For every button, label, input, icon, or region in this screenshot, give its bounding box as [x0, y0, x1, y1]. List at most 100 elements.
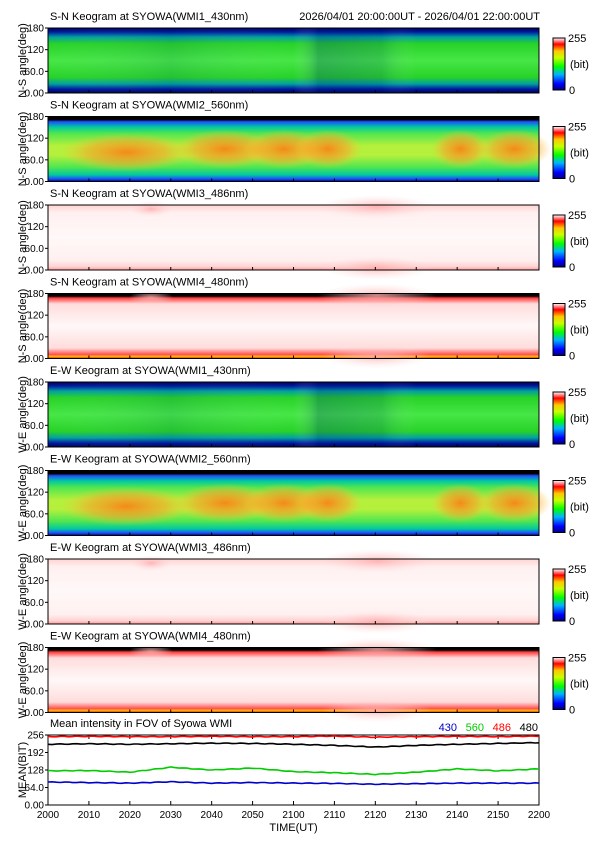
- chart-x-tick-label: 2130: [405, 810, 428, 821]
- keogram-image: [48, 647, 539, 713]
- edge-enhancement: [129, 555, 174, 571]
- keogram-image: [48, 559, 539, 624]
- chart-x-tick-label: 2050: [241, 810, 264, 821]
- y-axis-label: N-S angle(deg): [17, 200, 29, 275]
- y-tick-label: 0.00: [25, 531, 45, 542]
- colorbar-min-label: 0: [569, 528, 575, 540]
- colorbar-max-label: 255: [568, 564, 586, 576]
- edge-enhancement: [316, 195, 437, 219]
- colorbar-unit-label: (bit): [570, 679, 589, 691]
- keogram-title: E-W Keogram at SYOWA(WMI4_480nm): [50, 631, 251, 643]
- colorbar-min-label: 0: [569, 616, 575, 628]
- chart-x-tick-label: 2200: [528, 810, 551, 821]
- series-line-430: [47, 780, 540, 786]
- chart-y-tick-label: 0.00: [25, 801, 45, 812]
- keogram-title: S-N Keogram at SYOWA(WMI1_430nm): [50, 11, 248, 23]
- y-tick-label: 120: [27, 311, 44, 322]
- y-tick-label: 120: [27, 45, 44, 56]
- y-tick-label: 60.0: [25, 332, 45, 343]
- colorbar-min-label: 0: [569, 705, 575, 717]
- y-tick-label: 180: [27, 201, 44, 212]
- y-axis-label: W-E angle(deg): [17, 465, 29, 542]
- keogram-panel-1: S-N Keogram at SYOWA(WMI1_430nm) 180 120 60…: [17, 11, 589, 100]
- keogram-panel-7: E-W Keogram at SYOWA(WMI3_486nm) 180 120 60…: [17, 542, 589, 634]
- keogram-title: E-W Keogram at SYOWA(WMI1_430nm): [50, 365, 251, 377]
- legend-entry-486: 486: [493, 722, 511, 734]
- y-tick-label: 60.0: [25, 67, 45, 78]
- chart-y-tick-label: 128: [27, 766, 44, 777]
- series-line-486: [47, 734, 540, 739]
- chart-x-tick-label: 2110: [324, 810, 346, 821]
- aurora-patch: [431, 129, 490, 169]
- colorbar: [552, 303, 566, 356]
- colorbar-max-label: 255: [568, 210, 586, 222]
- legend-entry-430: 430: [439, 722, 457, 734]
- chart-x-tick-label: 2010: [78, 810, 101, 821]
- y-tick-label: 60.0: [25, 509, 45, 520]
- y-axis-label: W-E angle(deg): [17, 553, 29, 630]
- colorbar-unit-label: (bit): [570, 59, 589, 71]
- y-tick-label: 180: [27, 289, 44, 300]
- chart-x-tick-label: 2100: [282, 810, 305, 821]
- y-axis-label: N-S angle(deg): [17, 112, 29, 187]
- y-tick-label: 0.00: [25, 89, 45, 100]
- colorbar: [552, 126, 566, 179]
- edge-enhancement: [129, 643, 174, 660]
- colorbar: [552, 37, 566, 91]
- keogram-title: E-W Keogram at SYOWA(WMI3_486nm): [50, 542, 251, 554]
- y-tick-label: 180: [27, 24, 44, 35]
- chart-y-tick-label: 256: [27, 731, 44, 742]
- colorbar-unit-label: (bit): [570, 236, 589, 248]
- chart-x-tick-label: 2120: [364, 810, 387, 821]
- chart-y-tick-label: 64.0: [25, 783, 45, 794]
- y-tick-label: 0.00: [25, 354, 45, 365]
- edge-enhancement: [316, 637, 437, 662]
- y-tick-label: 120: [27, 488, 44, 499]
- keogram-modulation: [48, 382, 539, 447]
- chart-x-tick-label: 2150: [487, 810, 510, 821]
- edge-enhancement: [129, 201, 174, 217]
- y-tick-label: 0.00: [25, 708, 45, 719]
- y-axis-label: N-S angle(deg): [17, 289, 29, 364]
- y-tick-label: 120: [27, 665, 44, 676]
- y-tick-label: 60.0: [25, 686, 45, 697]
- colorbar-max-label: 255: [568, 299, 586, 311]
- aurora-patch: [293, 483, 362, 523]
- y-tick-label: 180: [27, 112, 44, 123]
- colorbar-max-label: 255: [568, 33, 586, 45]
- keogram-modulation: [48, 28, 539, 93]
- colorbar: [552, 657, 566, 710]
- keogram-panel-8: E-W Keogram at SYOWA(WMI4_480nm) 180 120 60…: [17, 631, 589, 723]
- keogram-title: S-N Keogram at SYOWA(WMI3_486nm): [50, 188, 248, 200]
- edge-enhancement: [321, 344, 432, 369]
- colorbar-min-label: 0: [569, 85, 575, 97]
- chart-y-tick-label: 192: [27, 748, 44, 759]
- y-tick-label: 60.0: [25, 421, 45, 432]
- aurora-patch: [60, 132, 193, 172]
- y-axis-label: N-S angle(deg): [17, 23, 29, 98]
- keogram-image: [48, 293, 539, 359]
- keogram-panels: 2026/04/01 20:00:00UT - 2026/04/01 22:00…: [17, 11, 589, 723]
- chart-x-axis-label: TIME(UT): [269, 822, 317, 834]
- keogram-title: S-N Keogram at SYOWA(WMI2_560nm): [50, 100, 248, 112]
- y-tick-label: 0.00: [25, 443, 45, 454]
- keogram-image: [48, 205, 539, 270]
- y-tick-label: 0.00: [25, 177, 45, 188]
- colorbar: [552, 391, 566, 445]
- y-tick-label: 60.0: [25, 244, 45, 255]
- aurora-patch: [293, 129, 362, 169]
- y-tick-label: 180: [27, 466, 44, 477]
- chart-x-tick-label: 2040: [201, 810, 224, 821]
- edge-enhancement: [316, 283, 437, 308]
- colorbar: [552, 214, 566, 268]
- colorbar-unit-label: (bit): [570, 413, 589, 425]
- legend-entry-560: 560: [466, 722, 484, 734]
- keogram-title: S-N Keogram at SYOWA(WMI4_480nm): [50, 277, 248, 289]
- colorbar: [552, 568, 566, 622]
- keogram-panel-5: E-W Keogram at SYOWA(WMI1_430nm) 180 120 60…: [17, 365, 589, 454]
- series-line-560: [47, 766, 540, 776]
- y-tick-label: 180: [27, 555, 44, 566]
- colorbar-max-label: 255: [568, 387, 586, 399]
- y-tick-label: 60.0: [25, 155, 45, 166]
